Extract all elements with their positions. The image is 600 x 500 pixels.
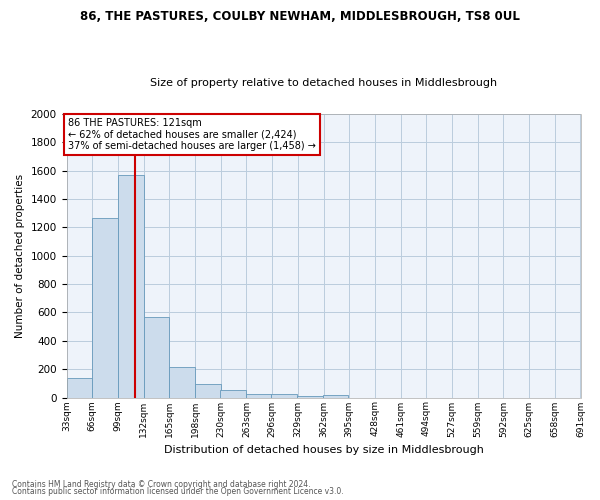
Bar	[245, 394, 271, 398]
Text: 86 THE PASTURES: 121sqm
← 62% of detached houses are smaller (2,424)
37% of semi: 86 THE PASTURES: 121sqm ← 62% of detache…	[68, 118, 316, 151]
X-axis label: Distribution of detached houses by size in Middlesbrough: Distribution of detached houses by size …	[164, 445, 484, 455]
Text: Contains public sector information licensed under the Open Government Licence v3: Contains public sector information licen…	[12, 487, 344, 496]
Bar	[195, 384, 221, 398]
Title: Size of property relative to detached houses in Middlesbrough: Size of property relative to detached ho…	[150, 78, 497, 88]
Bar	[323, 395, 349, 398]
Y-axis label: Number of detached properties: Number of detached properties	[15, 174, 25, 338]
Bar	[169, 367, 195, 398]
Text: Contains HM Land Registry data © Crown copyright and database right 2024.: Contains HM Land Registry data © Crown c…	[12, 480, 311, 489]
Bar	[67, 378, 92, 398]
Bar	[118, 176, 143, 398]
Bar	[143, 318, 169, 398]
Bar	[220, 390, 245, 398]
Bar	[297, 396, 323, 398]
Text: 86, THE PASTURES, COULBY NEWHAM, MIDDLESBROUGH, TS8 0UL: 86, THE PASTURES, COULBY NEWHAM, MIDDLES…	[80, 10, 520, 23]
Bar	[92, 218, 118, 398]
Bar	[271, 394, 297, 398]
